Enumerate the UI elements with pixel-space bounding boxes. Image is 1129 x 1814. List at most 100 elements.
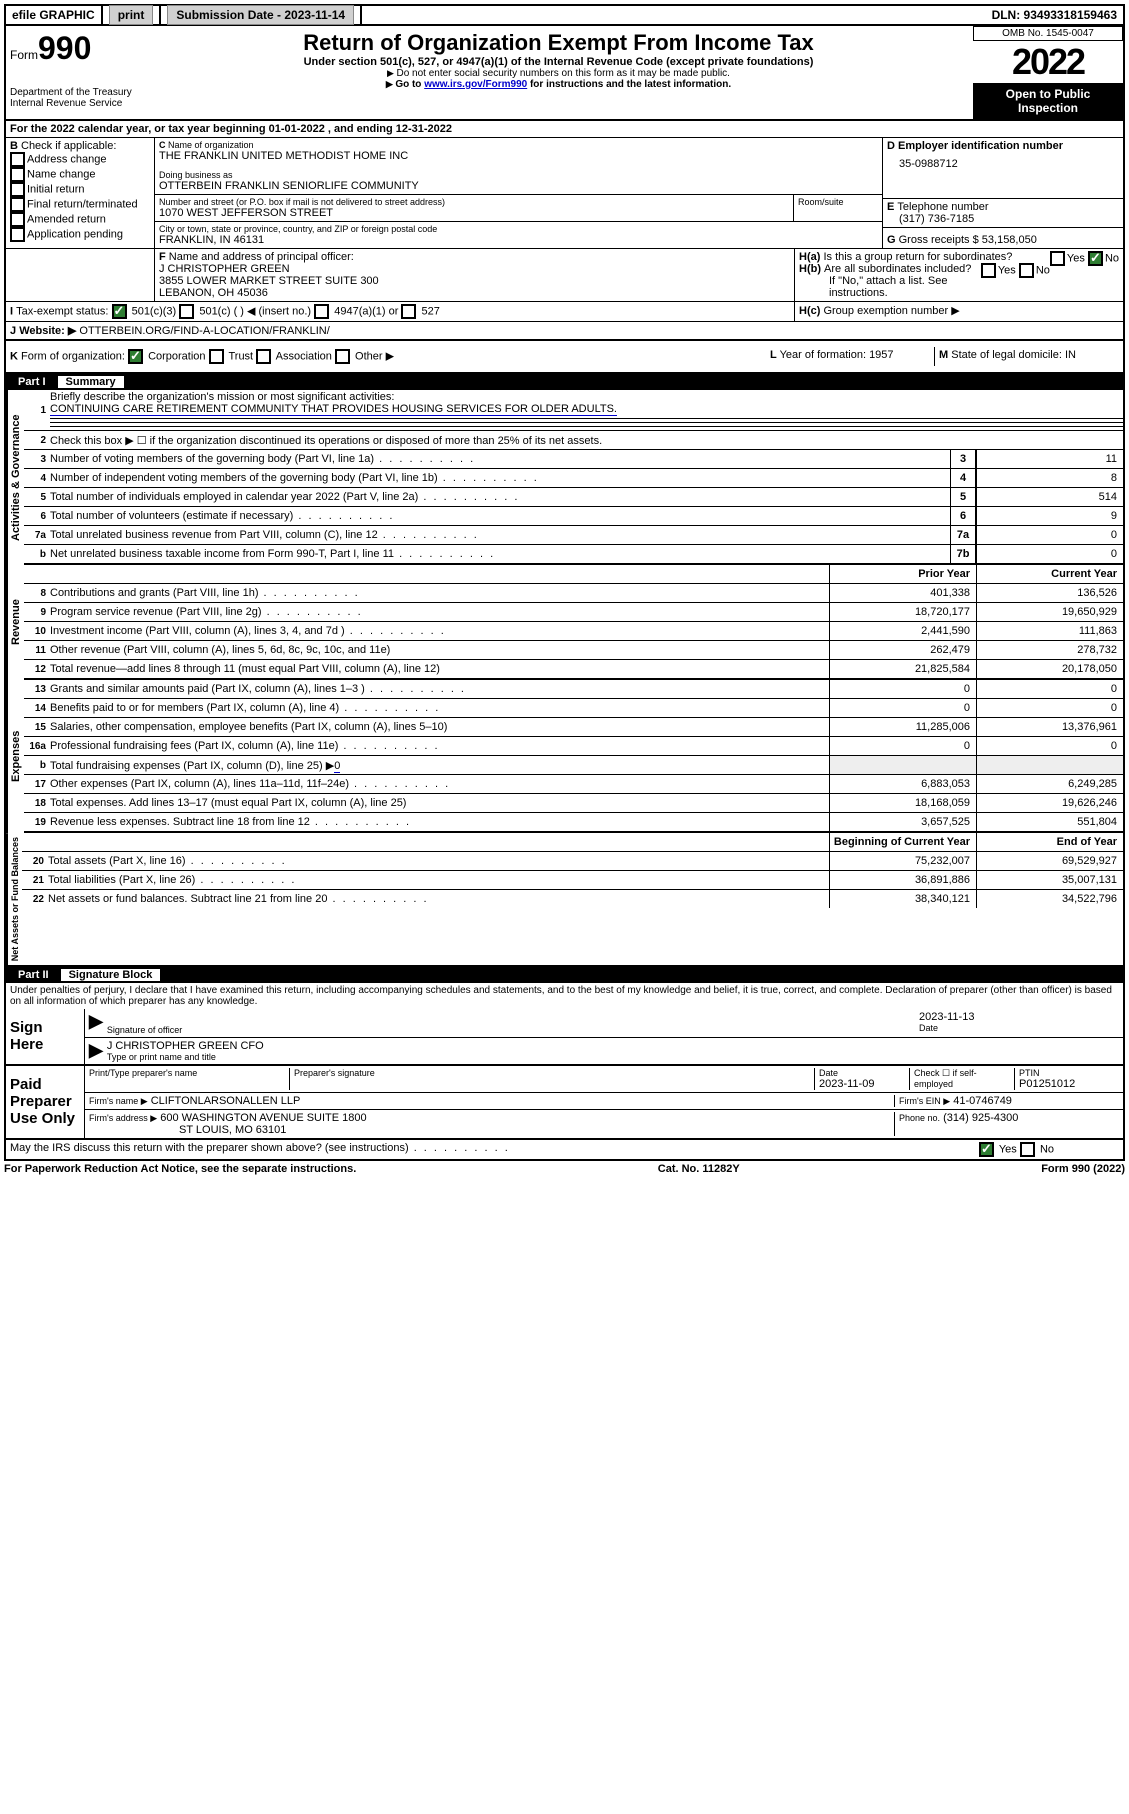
form990-link[interactable]: www.irs.gov/Form990	[424, 79, 527, 90]
chk-corp[interactable]	[128, 349, 143, 364]
org-name: THE FRANKLIN UNITED METHODIST HOME INC	[159, 150, 878, 162]
hdr-end: End of Year	[976, 833, 1123, 851]
l15: Salaries, other compensation, employee b…	[50, 720, 829, 734]
firm-addr1: 600 WASHINGTON AVENUE SUITE 1800	[160, 1112, 366, 1124]
firm-phone: (314) 925-4300	[943, 1112, 1018, 1124]
paid-preparer-label: Paid Preparer Use Only	[6, 1066, 85, 1138]
print-button[interactable]: print	[103, 6, 162, 24]
l11-curr: 278,732	[976, 641, 1123, 659]
l16a-prior: 0	[829, 737, 976, 755]
prep-date-label: Date	[819, 1068, 909, 1078]
domicile: IN	[1065, 349, 1076, 361]
i-label: Tax-exempt status:	[16, 305, 108, 317]
l12-curr: 20,178,050	[976, 660, 1123, 678]
line-a: For the 2022 calendar year, or tax year …	[4, 121, 1125, 138]
sign-here-label: Sign Here	[6, 1009, 85, 1064]
b-label: Check if applicable:	[21, 140, 116, 152]
chk-assoc[interactable]	[256, 349, 271, 364]
l21: Total liabilities (Part X, line 26)	[48, 873, 829, 887]
l7b: Net unrelated business taxable income fr…	[50, 547, 950, 561]
chk-527[interactable]	[401, 304, 416, 319]
l20-prior: 75,232,007	[829, 852, 976, 870]
h-note: If "No," attach a list. See instructions…	[799, 275, 1119, 299]
tab-activities: Activities & Governance	[6, 390, 24, 565]
tax-year: 2022	[973, 41, 1123, 83]
m-label: State of legal domicile:	[951, 349, 1062, 361]
chk-name-change[interactable]: Name change	[27, 168, 96, 180]
l10: Investment income (Part VIII, column (A)…	[50, 624, 829, 638]
k-label: Form of organization:	[21, 350, 125, 362]
chk-other-org[interactable]	[335, 349, 350, 364]
open-to-public: Open to Public Inspection	[973, 83, 1123, 119]
l14: Benefits paid to or for members (Part IX…	[50, 701, 829, 715]
chk-final-return[interactable]: Final return/terminated	[27, 198, 138, 210]
hb-yes[interactable]	[981, 263, 996, 278]
firm-phone-label: Phone no.	[899, 1113, 940, 1123]
hdr-beg: Beginning of Current Year	[829, 833, 976, 851]
website-value[interactable]: OTTERBEIN.ORG/FIND-A-LOCATION/FRANKLIN/	[79, 325, 329, 337]
prep-date: 2023-11-09	[819, 1078, 909, 1090]
sign-here-block: Sign Here ▶ Signature of officer 2023-11…	[4, 1009, 1125, 1066]
discuss-yes[interactable]	[979, 1142, 994, 1157]
chk-application-pending[interactable]: Application pending	[27, 228, 123, 240]
expenses-section: Expenses 13Grants and similar amounts pa…	[4, 680, 1125, 833]
chk-initial-return[interactable]: Initial return	[27, 183, 84, 195]
gross-label: Gross receipts $	[899, 234, 979, 246]
hdr-curr: Current Year	[976, 565, 1123, 583]
l18-curr: 19,626,246	[976, 794, 1123, 812]
chk-amended-return[interactable]: Amended return	[27, 213, 106, 225]
l7b-val: 0	[976, 545, 1123, 563]
chk-501c3[interactable]	[112, 304, 127, 319]
chk-address-change[interactable]: Address change	[27, 153, 107, 165]
submission-date[interactable]: Submission Date - 2023-11-14	[161, 6, 362, 24]
l5: Total number of individuals employed in …	[50, 490, 950, 504]
firm-addr-label: Firm's address ▶	[89, 1113, 157, 1123]
form-title: Return of Organization Exempt From Incom…	[148, 30, 969, 56]
street-label: Number and street (or P.O. box if mail i…	[159, 197, 789, 207]
l19: Revenue less expenses. Subtract line 18 …	[50, 815, 829, 829]
efile-label: efile GRAPHIC	[6, 6, 103, 24]
ha-yes[interactable]	[1050, 251, 1065, 266]
net-assets-section: Net Assets or Fund Balances Beginning of…	[4, 833, 1125, 967]
hb-no[interactable]	[1019, 263, 1034, 278]
self-employed-check[interactable]: Check ☐ if self-employed	[909, 1068, 1014, 1090]
tax-status-row: I Tax-exempt status: 501(c)(3) 501(c) ( …	[4, 302, 1125, 322]
dba-value: OTTERBEIN FRANKLIN SENIORLIFE COMMUNITY	[159, 180, 878, 192]
hdr-prior: Prior Year	[829, 565, 976, 583]
l4: Number of independent voting members of …	[50, 471, 950, 485]
website-row: J Website: ▶ OTTERBEIN.ORG/FIND-A-LOCATI…	[4, 322, 1125, 341]
firm-ein-label: Firm's EIN ▶	[899, 1096, 950, 1106]
l8-prior: 401,338	[829, 584, 976, 602]
l12: Total revenue—add lines 8 through 11 (mu…	[50, 662, 829, 676]
prep-name-label: Print/Type preparer's name	[89, 1068, 289, 1078]
l22-prior: 38,340,121	[829, 890, 976, 908]
footer-mid: Cat. No. 11282Y	[658, 1163, 740, 1175]
ha-no[interactable]	[1088, 251, 1103, 266]
chk-4947[interactable]	[314, 304, 329, 319]
j-label: Website: ▶	[19, 325, 76, 337]
l22-curr: 34,522,796	[976, 890, 1123, 908]
ein-value: 35-0988712	[887, 152, 1119, 170]
dln: DLN: 93493318159463	[986, 6, 1123, 24]
firm-ein: 41-0746749	[953, 1095, 1012, 1107]
mission: CONTINUING CARE RETIREMENT COMMUNITY THA…	[50, 403, 617, 416]
l8-curr: 136,526	[976, 584, 1123, 602]
l10-prior: 2,441,590	[829, 622, 976, 640]
chk-trust[interactable]	[209, 349, 224, 364]
l17-prior: 6,883,053	[829, 775, 976, 793]
city-label: City or town, state or province, country…	[159, 224, 878, 234]
subtitle-2: Do not enter social security numbers on …	[148, 68, 969, 79]
part1-header: Part ISummary	[4, 374, 1125, 390]
l6-val: 9	[976, 507, 1123, 525]
firm-name-label: Firm's name ▶	[89, 1096, 148, 1106]
l16b: Total fundraising expenses (Part IX, col…	[50, 758, 829, 773]
l19-prior: 3,657,525	[829, 813, 976, 831]
chk-501c[interactable]	[179, 304, 194, 319]
type-name-label: Type or print name and title	[107, 1052, 1119, 1062]
l17-curr: 6,249,285	[976, 775, 1123, 793]
paid-preparer-block: Paid Preparer Use Only Print/Type prepar…	[4, 1066, 1125, 1140]
discuss-no[interactable]	[1020, 1142, 1035, 1157]
l10-curr: 111,863	[976, 622, 1123, 640]
l18-prior: 18,168,059	[829, 794, 976, 812]
sig-date: 2023-11-13	[919, 1011, 1119, 1023]
